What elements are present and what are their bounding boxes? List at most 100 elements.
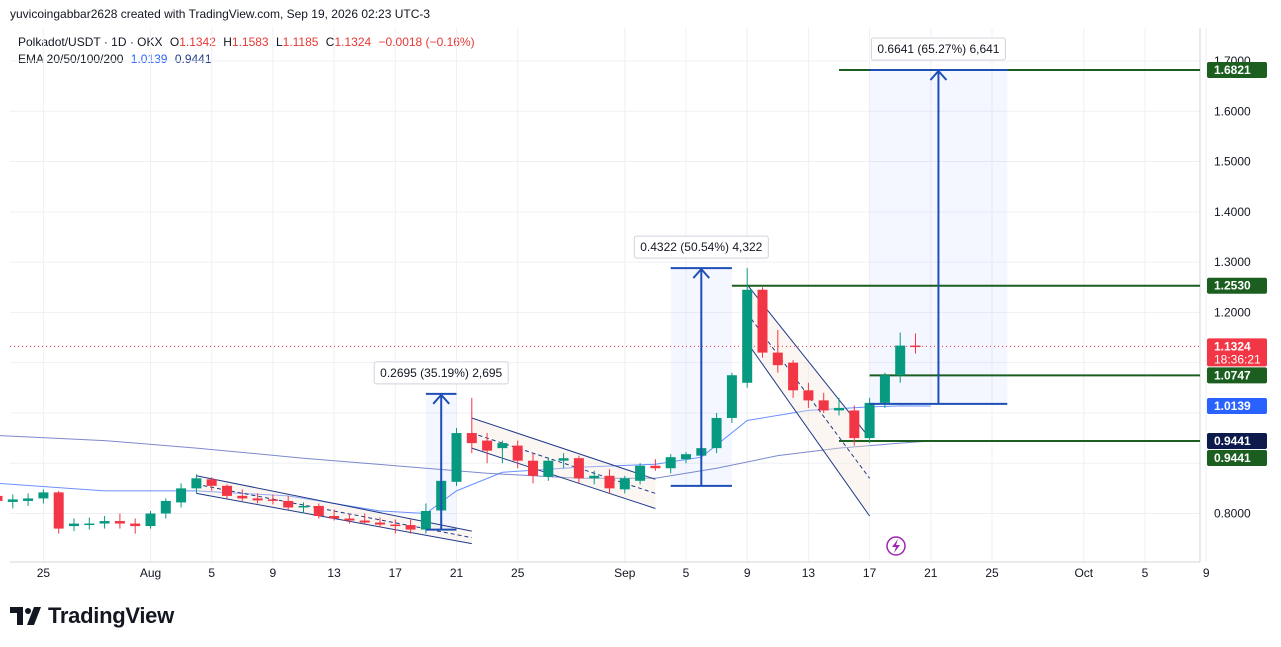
symbol-name: Polkadot/USDT · 1D · OKX	[18, 35, 163, 49]
candle-body	[375, 522, 385, 525]
y-tick-label: 1.2000	[1214, 305, 1251, 319]
candle	[344, 513, 355, 524]
open-value: 1.1342	[179, 35, 216, 49]
candlesticks	[0, 268, 921, 534]
measure-label-box	[373, 361, 509, 385]
candle	[313, 503, 324, 519]
candle	[573, 455, 584, 484]
x-tick-label: 17	[389, 566, 403, 580]
candle	[191, 474, 202, 494]
ema-long-value: 0.9441	[174, 52, 212, 66]
x-tick-label: 9	[1203, 566, 1210, 580]
low-value: 1.1185	[282, 35, 319, 49]
candle-body	[283, 500, 294, 508]
candle-body	[160, 500, 171, 514]
tradingview-logo-icon	[10, 607, 41, 625]
x-tick-label: 21	[450, 566, 464, 580]
candle	[283, 495, 294, 510]
candle	[0, 495, 3, 501]
measure-arrow-head	[929, 69, 948, 81]
candle-body	[267, 499, 278, 501]
candle	[711, 412, 722, 454]
candle	[114, 513, 125, 529]
candle-body	[222, 485, 232, 496]
countdown-label: 18:36:21	[1214, 352, 1261, 366]
x-tick-label: 25	[511, 566, 525, 580]
candle-body	[130, 523, 141, 527]
candle	[528, 453, 538, 484]
price-label-text: 1.0139	[1214, 399, 1251, 413]
candle-body	[451, 433, 462, 482]
price-label-bg	[1207, 367, 1267, 384]
candle-body	[665, 457, 676, 469]
price-label-bg	[1207, 433, 1267, 450]
high-label: H	[223, 35, 232, 49]
channel-upper-line	[471, 417, 656, 480]
candle-body	[482, 440, 493, 451]
candle-body	[114, 521, 125, 524]
candle-body	[206, 479, 217, 486]
candle	[84, 517, 95, 530]
ema-short-line	[0, 405, 931, 515]
price-label-text: 1.0747	[1214, 368, 1251, 382]
ema-legend[interactable]: EMA 20/50/100/200 1.0139 0.9441	[18, 52, 212, 66]
low-label: L	[275, 35, 283, 49]
price-label: 1.0139	[1207, 397, 1267, 414]
measure-label: 0.6641 (65.27%) 6,641	[877, 42, 999, 56]
chart-attribution: yuvicoingabbar2628 created with TradingV…	[10, 7, 431, 21]
measure-label: 0.2695 (35.19%) 2,695	[380, 366, 502, 380]
candle	[818, 392, 829, 413]
candle-body	[359, 520, 370, 523]
candle	[895, 332, 906, 383]
candle	[237, 489, 248, 501]
x-tick-label: Oct	[1074, 566, 1093, 580]
price-label-bg	[1207, 338, 1267, 367]
measure-arrow-head	[692, 267, 711, 279]
candle-body	[864, 402, 875, 439]
x-tick-label: 5	[1142, 566, 1149, 580]
candle-body	[344, 518, 355, 521]
candle	[298, 502, 309, 514]
candle-body	[390, 524, 401, 527]
close-value: 1.1324	[334, 35, 372, 49]
open-label: O	[169, 35, 180, 49]
candle-body	[635, 465, 646, 481]
flash-icon[interactable]	[886, 536, 906, 556]
candle-body	[879, 375, 890, 403]
symbol-legend[interactable]: Polkadot/USDT · 1D · OKX O1.1342 H1.1583…	[18, 35, 475, 49]
x-tick-label: 25	[985, 566, 999, 580]
candle-body	[329, 516, 340, 519]
price-label-bg	[1207, 397, 1267, 414]
channel-upper-line	[746, 284, 870, 439]
candle-body	[420, 510, 431, 530]
candle-body	[528, 460, 538, 476]
candle-body	[772, 352, 783, 366]
price-chart[interactable]: 0.2695 (35.19%) 2,695 0.4322 (50.54%) 4,3…	[0, 0, 1281, 600]
candle	[160, 498, 171, 519]
candle-body	[23, 498, 34, 501]
ema-long-line	[0, 435, 931, 479]
candle	[99, 516, 110, 529]
ema-lines	[0, 405, 931, 515]
x-tick-label: 17	[863, 566, 877, 580]
price-label-text: 0.9441	[1214, 434, 1251, 448]
measure-tools: 0.2695 (35.19%) 2,695 0.4322 (50.54%) 4,3…	[373, 37, 1008, 531]
price-label: 1.0747	[1207, 367, 1267, 384]
y-tick-label: 1.6000	[1214, 104, 1251, 118]
axes: 0.80001.20001.30001.40001.50001.60001.70…	[37, 54, 1251, 580]
x-tick-label: Aug	[140, 566, 161, 580]
y-tick-label: 1.3000	[1214, 255, 1251, 269]
x-tick-label: 5	[683, 566, 690, 580]
y-tick-label: 1.5000	[1214, 155, 1251, 169]
candle	[329, 509, 340, 521]
trend-channels	[196, 284, 871, 545]
tradingview-logo: TradingView	[10, 603, 174, 629]
candle	[252, 493, 263, 504]
candle	[359, 513, 370, 524]
candle-body	[788, 362, 799, 391]
candle	[849, 405, 860, 446]
candle	[619, 475, 630, 494]
candle-body	[512, 445, 523, 461]
candle-body	[589, 475, 600, 479]
candle-body	[895, 345, 906, 376]
